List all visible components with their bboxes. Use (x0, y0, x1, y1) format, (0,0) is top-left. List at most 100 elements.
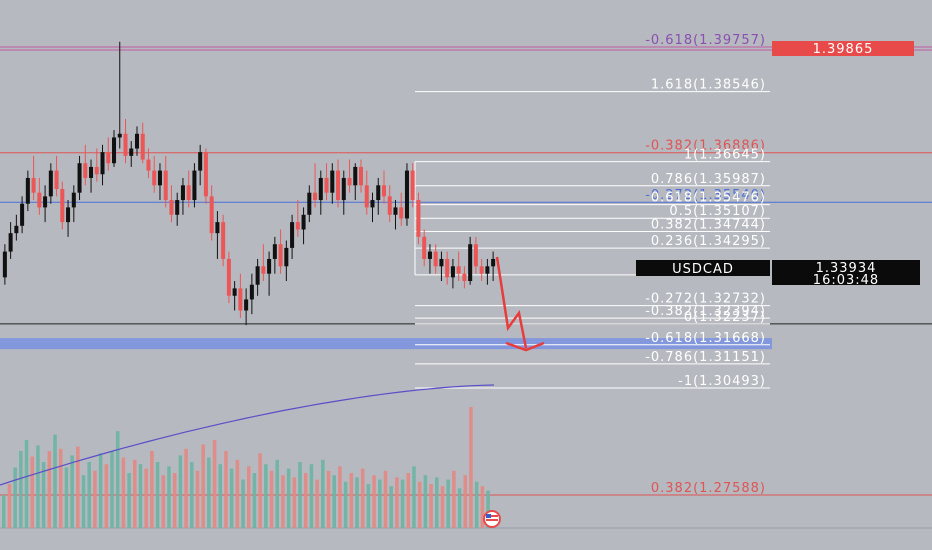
moving-average-layer (0, 384, 495, 486)
support-zone (0, 338, 772, 350)
candle-body (169, 200, 174, 215)
fib-level-label: -0.382(1.36886) (645, 139, 766, 154)
candle-body (410, 170, 415, 201)
candle-body (399, 207, 404, 219)
volume-bar (383, 470, 388, 528)
candle-body (255, 266, 260, 285)
candle-body (14, 225, 19, 234)
volume-bar (269, 470, 274, 528)
fib-level-label: -0.272(1.32732) (645, 292, 766, 307)
fib-level-label: 0.786(1.35987) (651, 172, 766, 187)
volume-bar (58, 448, 63, 528)
volume-bar (138, 464, 143, 528)
volume-bar (247, 466, 251, 528)
candle-body (295, 222, 300, 230)
candle-body (324, 177, 329, 193)
candle-body (347, 177, 352, 186)
volume-bar (167, 466, 171, 528)
fib-level-label: 0.618(1.35476) (651, 191, 766, 206)
volume-bar (446, 479, 450, 528)
volume-bar (281, 475, 285, 528)
volume-bar (229, 468, 234, 528)
candle-body (307, 192, 312, 215)
candle-body (433, 251, 438, 267)
candle-body (404, 170, 409, 219)
candle-body (2, 251, 7, 278)
volume-bar (7, 484, 12, 528)
candle-body (43, 196, 48, 208)
candle-body (290, 222, 295, 248)
candle-body (232, 288, 237, 296)
volume-bar (190, 462, 194, 528)
projection-arrow-layer (495, 256, 545, 352)
volume-bar (87, 462, 91, 528)
fib-levels-layer: -0.618(1.39757) 1.618(1.38546) -0.382(1.36… (414, 33, 770, 496)
volume-bar (115, 431, 120, 528)
symbol-tag-bg (636, 260, 770, 276)
volume-bar (378, 479, 382, 528)
volume-bar (70, 455, 74, 528)
candle-body (140, 133, 145, 160)
candle-body (313, 192, 318, 201)
volume-bar (452, 470, 456, 528)
volume-bar (303, 473, 308, 528)
volume-bar (486, 490, 490, 528)
volume-bar (366, 484, 371, 528)
candle-body (381, 185, 386, 197)
candle-body (186, 185, 191, 201)
candle-body (473, 244, 478, 267)
volume-bar (235, 459, 240, 528)
candle-body (221, 222, 226, 259)
volume-layer (2, 407, 490, 528)
volume-bar (332, 475, 336, 528)
candle-body (180, 185, 185, 201)
volume-bar (474, 481, 479, 528)
volume-bar (326, 470, 331, 528)
fib-level-label: -1(1.30493) (678, 374, 766, 389)
volume-bar (144, 468, 148, 528)
volume-bar (372, 475, 376, 528)
current-price-value: 1.33934 (816, 261, 877, 276)
volume-bar (76, 446, 80, 528)
fib-level-label: 0.382(1.27588) (651, 481, 766, 496)
volume-bar (93, 470, 97, 528)
moving-average-line (0, 384, 495, 486)
flag-event-icon[interactable] (483, 510, 501, 528)
volume-bar (400, 479, 405, 528)
volume-bar (212, 440, 217, 528)
volume-bar (30, 456, 34, 528)
volume-bar (275, 459, 279, 528)
candle-body (37, 192, 42, 208)
volume-bar (104, 464, 109, 528)
candle-body (261, 266, 266, 274)
symbol-tag: USDCAD (672, 262, 734, 277)
candle-body (353, 166, 358, 186)
volume-bar (429, 484, 433, 528)
candle-body (318, 177, 323, 201)
candle-body (485, 266, 490, 274)
volume-bar (53, 434, 57, 528)
candle-body (152, 170, 157, 186)
candle-body (272, 244, 277, 259)
candle-body (60, 188, 65, 223)
volume-bar (252, 473, 257, 528)
candle-body (117, 133, 122, 138)
fib-level-label: -0.382(1.32394) (645, 304, 766, 319)
candle-body (203, 152, 208, 197)
support-zone-layer (0, 338, 772, 350)
volume-bar (463, 475, 468, 528)
volume-bar (435, 477, 439, 528)
candle-body (427, 251, 432, 259)
candle-body (31, 177, 36, 193)
volume-bar (81, 475, 86, 528)
volume-bar (24, 440, 29, 528)
fib-level-label: 0.382(1.34744) (651, 218, 766, 233)
candle-body (456, 266, 461, 274)
candle-body (226, 258, 231, 296)
candle-body (445, 258, 450, 278)
volume-bar (321, 459, 325, 528)
fib-level-label: -0.618(1.31668) (645, 331, 766, 346)
price-tags-layer: 1.39865 USDCAD 1.33934 16:03:48 (636, 41, 920, 288)
